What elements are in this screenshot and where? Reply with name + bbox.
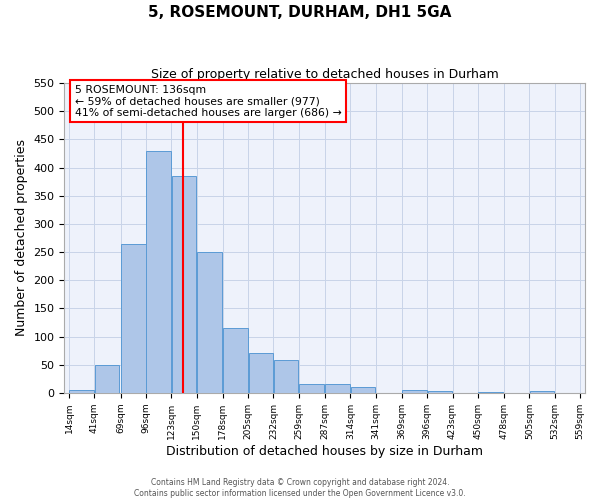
Bar <box>146 150 171 393</box>
Bar <box>172 176 196 393</box>
Text: 5, ROSEMOUNT, DURHAM, DH1 5GA: 5, ROSEMOUNT, DURHAM, DH1 5GA <box>148 5 452 20</box>
Bar <box>70 390 94 393</box>
Bar <box>274 360 298 393</box>
Y-axis label: Number of detached properties: Number of detached properties <box>15 140 28 336</box>
Text: Contains HM Land Registry data © Crown copyright and database right 2024.
Contai: Contains HM Land Registry data © Crown c… <box>134 478 466 498</box>
Bar <box>95 364 119 393</box>
X-axis label: Distribution of detached houses by size in Durham: Distribution of detached houses by size … <box>166 444 483 458</box>
Bar <box>121 244 146 393</box>
Bar <box>299 384 324 393</box>
Bar <box>530 391 554 393</box>
Bar <box>325 384 350 393</box>
Bar <box>428 391 452 393</box>
Bar <box>351 387 375 393</box>
Bar <box>197 252 221 393</box>
Bar <box>478 392 503 393</box>
Text: 5 ROSEMOUNT: 136sqm
← 59% of detached houses are smaller (977)
41% of semi-detac: 5 ROSEMOUNT: 136sqm ← 59% of detached ho… <box>75 84 341 118</box>
Bar <box>248 354 273 393</box>
Bar <box>402 390 427 393</box>
Title: Size of property relative to detached houses in Durham: Size of property relative to detached ho… <box>151 68 499 80</box>
Bar <box>223 328 248 393</box>
